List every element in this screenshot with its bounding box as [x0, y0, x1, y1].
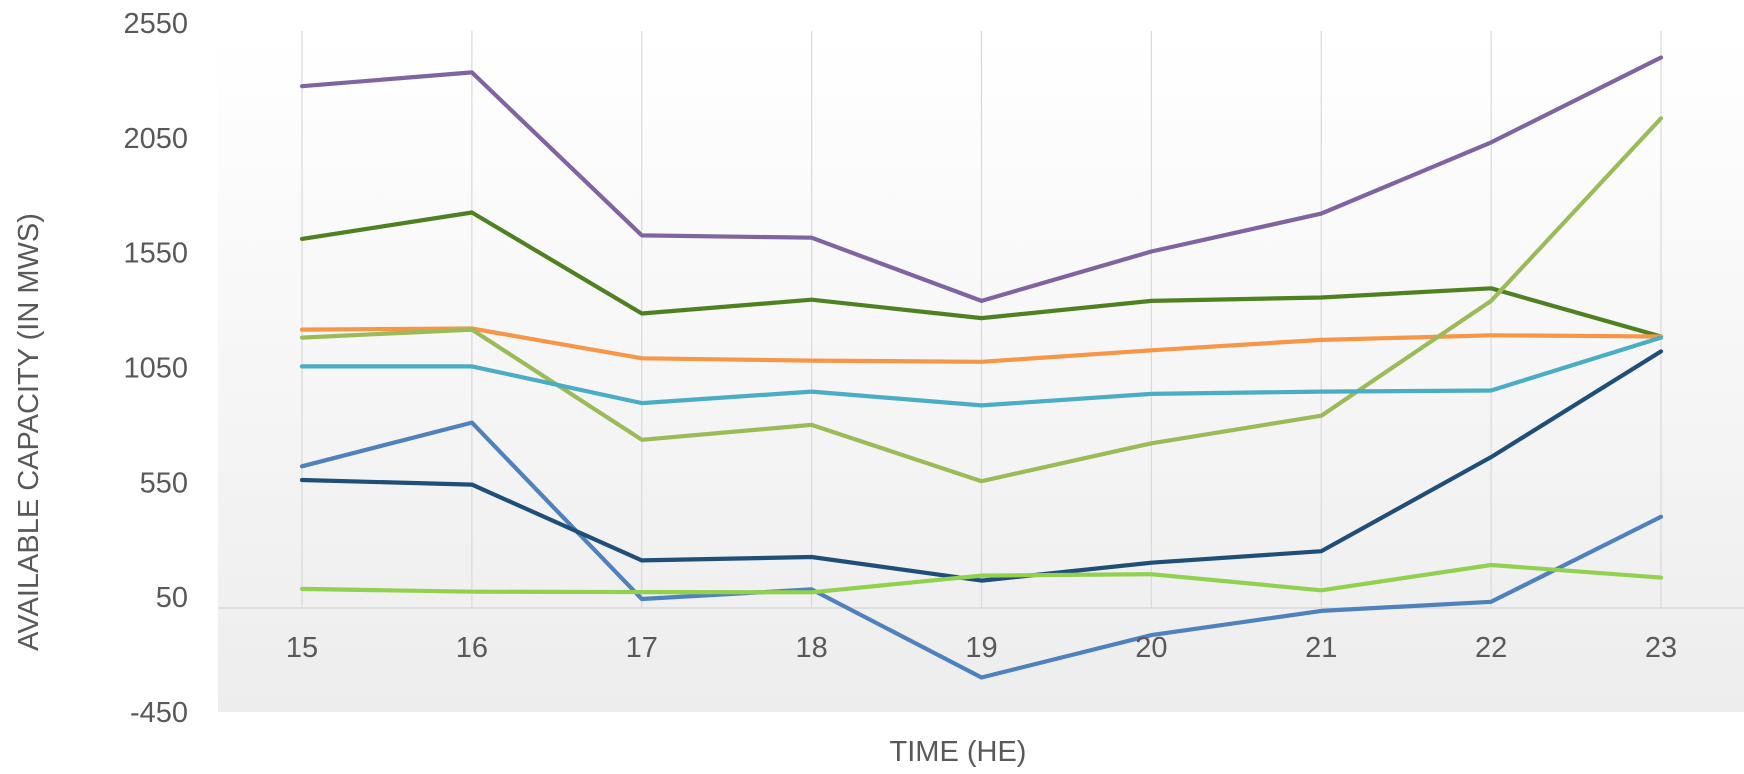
series-line-5: [299, 335, 1664, 408]
x-tick-label: 23: [1645, 632, 1677, 664]
y-tick-label: 2050: [123, 123, 188, 155]
series-line-8: [299, 562, 1664, 595]
series-line-2: [299, 210, 1664, 339]
x-tick-label: 19: [965, 632, 997, 664]
x-axis-ticks: 15 16 17 18 19 20 21 22 23: [286, 632, 1677, 664]
x-tick-label: 22: [1475, 632, 1507, 664]
y-tick-label: 1050: [123, 353, 188, 385]
series-lines: [299, 55, 1664, 680]
y-tick-label: 1550: [123, 238, 188, 270]
x-axis-title: TIME (HE): [890, 736, 1027, 768]
x-tick-label: 16: [456, 632, 488, 664]
series-line-1: [299, 55, 1664, 303]
gridlines: [218, 31, 1744, 609]
x-tick-label: 15: [286, 632, 318, 664]
y-tick-label: 50: [156, 582, 188, 614]
x-tick-label: 20: [1135, 632, 1167, 664]
y-tick-label: 550: [140, 467, 188, 499]
y-axis-title: AVAILABLE CAPACITY (IN MWS): [13, 213, 45, 651]
y-tick-label: 2550: [123, 8, 188, 40]
series-line-7: [299, 349, 1664, 583]
series-line-4: [299, 116, 1664, 484]
x-tick-label: 21: [1305, 632, 1337, 664]
x-tick-label: 17: [626, 632, 658, 664]
y-tick-label: -450: [130, 697, 188, 729]
y-axis-ticks: -450 50 550 1050 1550 2050 2550: [123, 8, 188, 729]
series-line-6: [299, 420, 1664, 680]
x-tick-label: 18: [795, 632, 827, 664]
